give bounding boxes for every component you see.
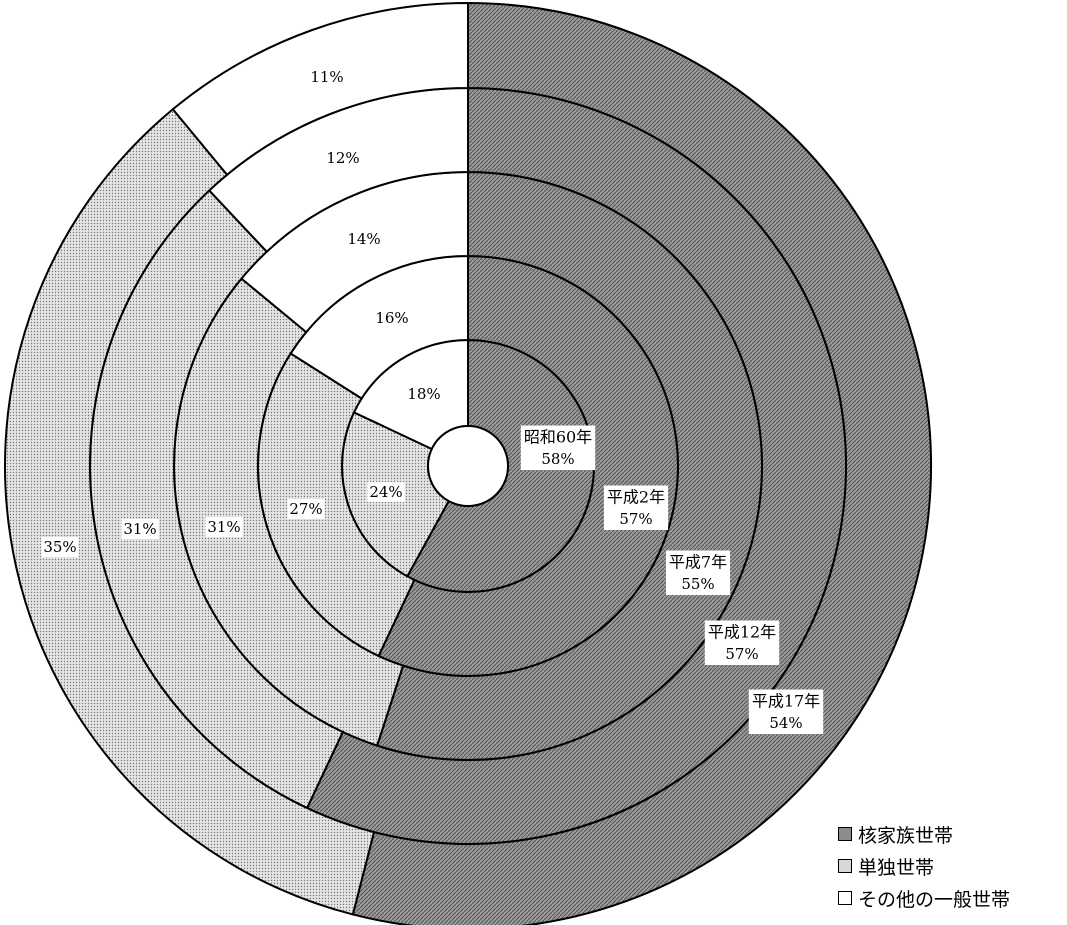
legend-item-single: 単独世帯	[838, 850, 1010, 882]
ring-4-year: 平成12年	[708, 623, 776, 642]
legend-swatch-other	[838, 891, 852, 905]
legend: 核家族世帯 単独世帯 その他の一般世帯	[838, 818, 1010, 914]
legend-label-nuclear: 核家族世帯	[858, 824, 954, 847]
ring-2-label-other: 16%	[375, 309, 408, 327]
ring-3-label-single: 31%	[205, 517, 243, 537]
svg-text:11%: 11%	[310, 68, 343, 86]
ring-3-year: 平成7年	[669, 553, 727, 572]
ring-1-label-single: 24%	[367, 482, 405, 502]
ring-4-nuclear-percent: 57%	[725, 645, 758, 663]
svg-text:35%: 35%	[43, 538, 76, 556]
svg-text:14%: 14%	[347, 230, 380, 248]
ring-3-label-nuclear: 平成7年 55%	[665, 550, 731, 595]
ring-5-label-single: 35%	[41, 537, 79, 557]
legend-item-nuclear: 核家族世帯	[838, 818, 1010, 850]
legend-label-single: 単独世帯	[858, 856, 935, 879]
ring-3-label-other: 14%	[347, 230, 380, 248]
ring-5-segment-single	[4, 107, 376, 916]
svg-text:12%: 12%	[326, 149, 359, 167]
svg-text:31%: 31%	[123, 520, 156, 538]
ring-5-year: 平成17年	[752, 692, 820, 711]
ring-4-label-nuclear: 平成12年 57%	[704, 620, 780, 665]
center-hole	[427, 425, 509, 507]
ring-5-label-other: 11%	[310, 68, 343, 86]
legend-swatch-single	[838, 859, 852, 873]
svg-text:31%: 31%	[207, 518, 240, 536]
ring-4-label-single: 31%	[121, 519, 159, 539]
legend-item-other: その他の一般世帯	[838, 882, 1010, 914]
legend-swatch-nuclear	[838, 827, 852, 841]
ring-2-year: 平成2年	[607, 488, 665, 507]
legend-label-other: その他の一般世帯	[858, 888, 1011, 911]
ring-5-nuclear-percent: 54%	[769, 714, 802, 732]
ring-2-label-single: 27%	[287, 499, 325, 519]
ring-2-nuclear-percent: 57%	[619, 510, 652, 528]
ring-4-label-other: 12%	[326, 149, 359, 167]
svg-text:27%: 27%	[289, 500, 322, 518]
ring-1-label-nuclear: 昭和60年 58%	[520, 425, 596, 470]
ring-2-label-nuclear: 平成2年 57%	[603, 485, 669, 530]
svg-text:24%: 24%	[369, 483, 402, 501]
svg-text:16%: 16%	[375, 309, 408, 327]
ring-5-segment-other	[171, 1, 469, 177]
ring-1-year: 昭和60年	[524, 428, 592, 447]
ring-1-label-other: 18%	[407, 385, 440, 403]
svg-text:18%: 18%	[407, 385, 440, 403]
ring-1-nuclear-percent: 58%	[541, 450, 574, 468]
ring-5-label-nuclear: 平成17年 54%	[748, 689, 824, 734]
ring-3-nuclear-percent: 55%	[681, 575, 714, 593]
